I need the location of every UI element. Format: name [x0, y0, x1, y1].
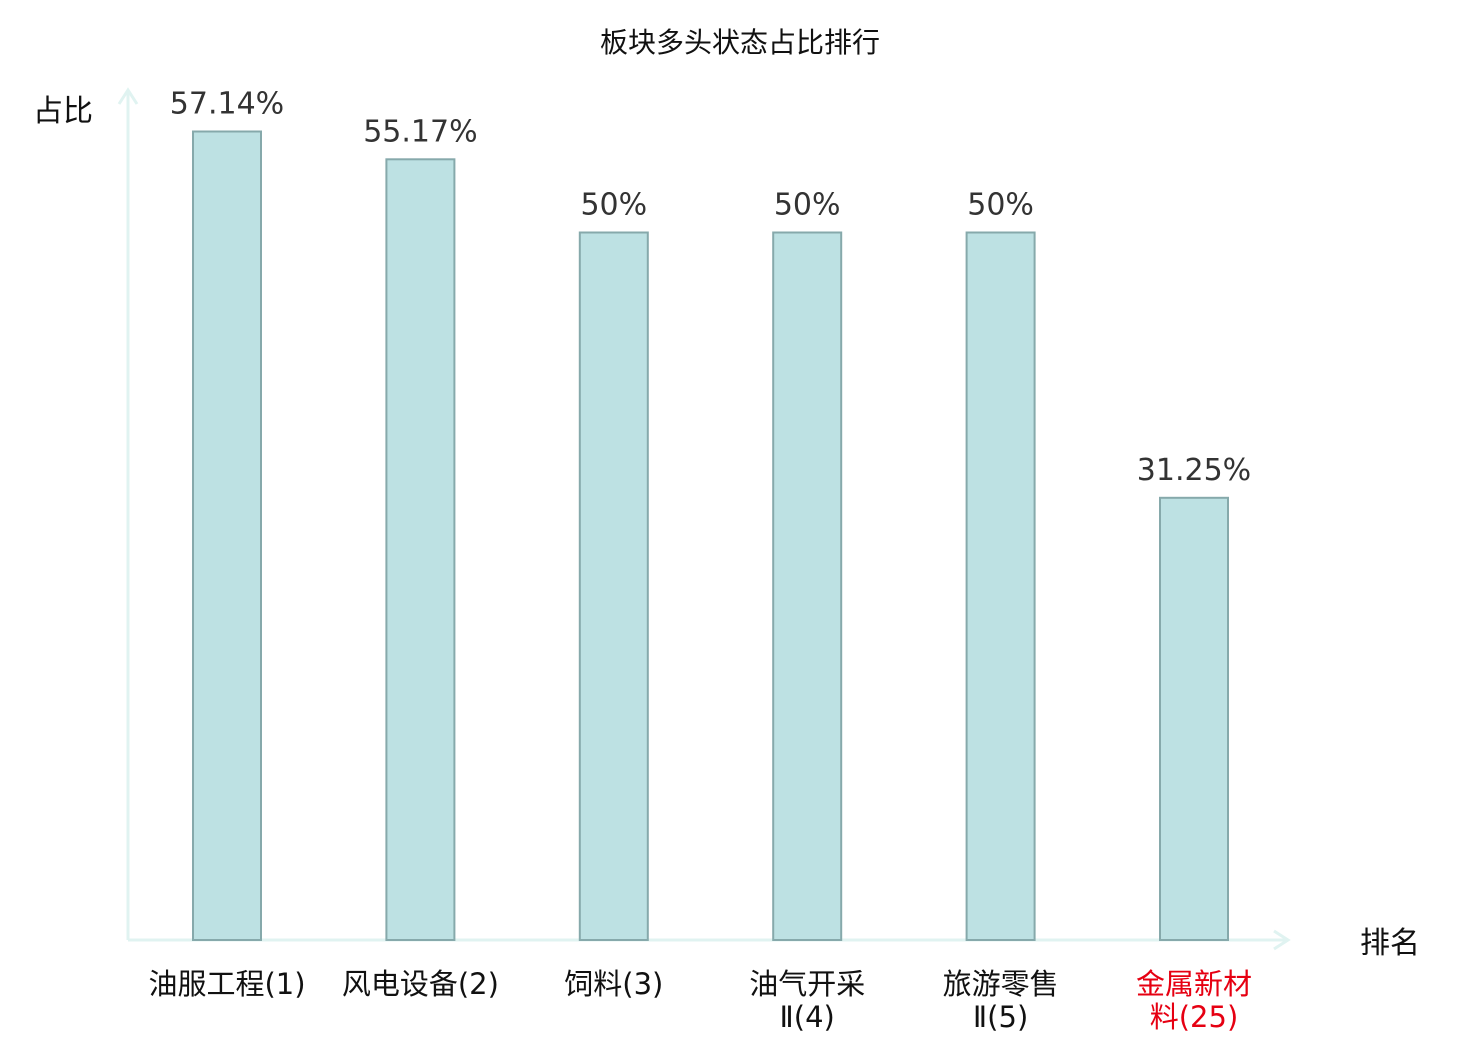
bars	[192, 130, 1229, 942]
category-label-3: 饲料(3)	[564, 967, 663, 1001]
category-label-5-line-1: 旅游零售	[943, 967, 1059, 1001]
y-axis-label: 占比	[33, 94, 93, 129]
y-axis-arrow	[117, 87, 139, 105]
bar-6	[1159, 496, 1229, 941]
category-label-4-line-1: 油气开采	[749, 967, 865, 1001]
category-label-6-line-1: 金属新材	[1136, 967, 1252, 1001]
value-label-5: 50%	[967, 188, 1034, 223]
category-label-6-line-2: 料(25)	[1150, 1000, 1239, 1034]
bar-3	[578, 231, 649, 941]
category-label-4-line-2: Ⅱ(4)	[780, 1000, 835, 1034]
value-label-3: 50%	[580, 188, 647, 223]
bar-4	[772, 231, 843, 941]
bar-2	[385, 158, 456, 942]
category-label-2: 风电设备(2)	[342, 967, 499, 1001]
value-label-2: 55.17%	[363, 114, 477, 149]
chart-title: 板块多头状态占比排行	[600, 26, 880, 59]
axes	[117, 87, 1291, 951]
category-label-1: 油服工程(1)	[148, 967, 305, 1001]
value-label-1: 57.14%	[170, 87, 284, 122]
x-axis-label: 排名	[1360, 926, 1420, 961]
value-labels: 57.14% 55.17% 50% 50% 50% 31.25%	[170, 87, 1251, 488]
category-label-5-line-2: Ⅱ(5)	[973, 1000, 1028, 1034]
bar-1	[192, 130, 262, 941]
x-axis-arrow	[1273, 929, 1291, 951]
value-label-4: 50%	[774, 188, 841, 223]
value-label-6: 31.25%	[1137, 453, 1251, 488]
bar-5	[965, 231, 1036, 941]
